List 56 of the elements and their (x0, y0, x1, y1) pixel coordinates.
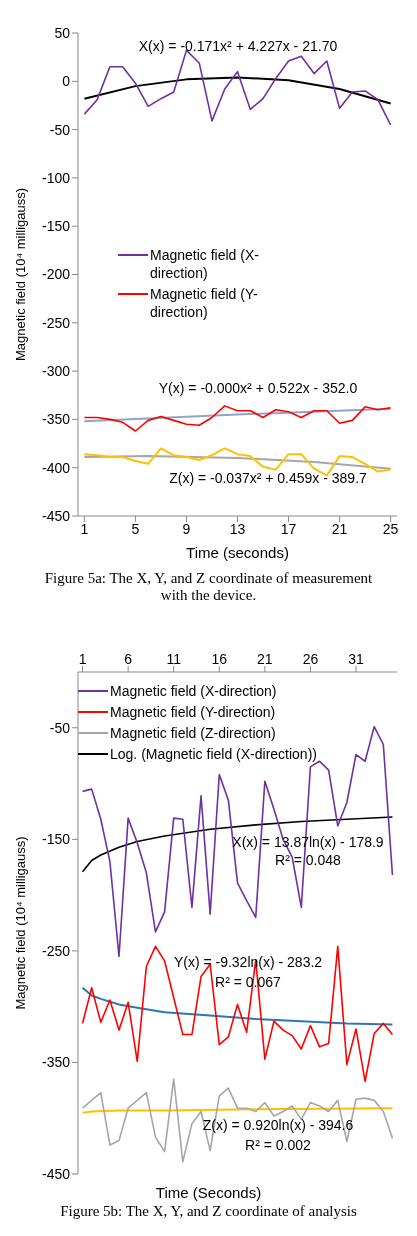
x-tick-label: 1 (80, 520, 89, 537)
y-axis-title: Magnetic field (10⁴ milligauss) (12, 836, 28, 1010)
x-axis-title: Time (Seconds) (154, 1184, 263, 1201)
annotation: Y(x) = -0.000x² + 0.522x - 352.0 (157, 380, 359, 396)
y-tick-label: -300 (41, 363, 71, 380)
x-tick-label: 11 (166, 651, 182, 667)
line-series (81, 816, 394, 873)
y-tick-label: -350 (41, 411, 71, 428)
line-series (83, 76, 392, 105)
line-series (81, 725, 394, 958)
annotation: Z(x) = 0.920ln(x) - 394.6 (201, 1117, 355, 1133)
y-tick-label: -450 (41, 1165, 71, 1182)
y-tick-label: 50 (54, 24, 71, 41)
line-series (81, 1078, 394, 1163)
y-tick-label: -250 (41, 314, 71, 331)
legend-label: Magnetic field (X-direction) (110, 682, 277, 700)
legend-label: Magnetic field (Y-direction) (150, 285, 259, 321)
legend-label: Log. (Magnetic field (X-direction)) (110, 745, 317, 763)
y-tick-label: -400 (41, 459, 71, 476)
x-tick-label: 21 (257, 651, 273, 667)
annotation: R² = 0.002 (244, 1137, 312, 1153)
x-tick-label: 5 (131, 520, 140, 537)
y-tick-label: -150 (41, 831, 71, 848)
y-tick-label: -250 (41, 942, 71, 959)
annotation: R² = 0.048 (274, 852, 342, 868)
annotation: X(x) = -0.171x² + 4.227x - 21.70 (137, 38, 339, 54)
y-tick-label: -100 (41, 169, 71, 186)
x-tick-label: 21 (331, 520, 348, 537)
x-tick-label: 9 (182, 520, 191, 537)
x-tick-label: 1 (78, 651, 87, 667)
y-tick-label: -150 (41, 218, 71, 235)
x-tick-label: 25 (382, 520, 399, 537)
x-tick-label: 6 (124, 651, 133, 667)
x-tick-label: 26 (302, 651, 319, 667)
y-tick-label: -350 (41, 1054, 71, 1071)
x-tick-label: 17 (280, 520, 297, 537)
y-tick-label: 0 (62, 73, 71, 90)
legend-label: Magnetic field (X-direction) (150, 246, 260, 282)
line-series (83, 455, 392, 470)
y-tick-label: -450 (41, 507, 71, 524)
line-series (81, 945, 394, 1083)
y-tick-label: -50 (49, 719, 71, 736)
y-axis-title: Magnetic field (10⁴ milligauss) (12, 187, 28, 362)
x-tick-label: 13 (229, 520, 246, 537)
y-tick-label: -50 (49, 121, 71, 138)
caption: Figure 5a: The X, Y, and Z coordinate of measurement with the device. (43, 569, 374, 605)
line-series (83, 405, 392, 432)
legend-label: Magnetic field (Z-direction) (110, 724, 276, 742)
x-axis-title: Time (seconds) (186, 544, 289, 561)
annotation: Z(x) = -0.037x² + 0.459x - 389.7 (168, 470, 368, 486)
y-tick-label: -200 (41, 266, 71, 283)
x-tick-label: 31 (348, 651, 364, 667)
line-series (81, 986, 394, 1026)
legend-label: Magnetic field (Y-direction) (110, 703, 276, 721)
x-tick-label: 16 (211, 651, 228, 667)
caption: Figure 5b: The X, Y, and Z coordinate of analysis (59, 1202, 358, 1221)
